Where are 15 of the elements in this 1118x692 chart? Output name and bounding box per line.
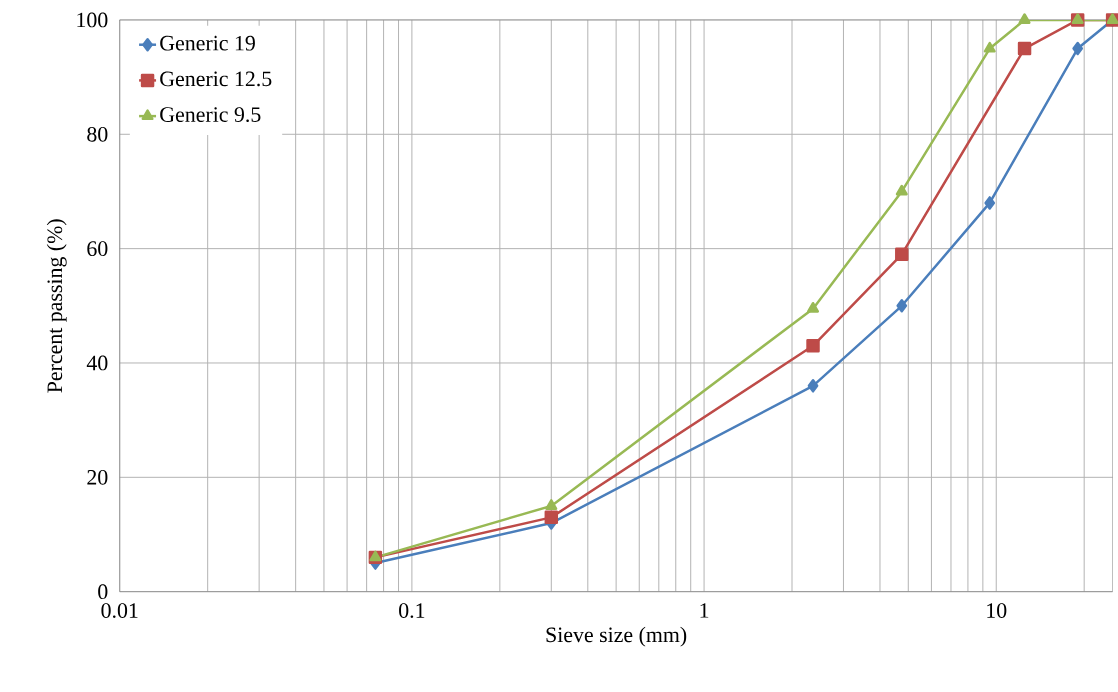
- x-tick-label: 10: [987, 602, 1007, 618]
- x-tick-label: 0.1: [399, 602, 425, 618]
- y-tick-label: 20: [87, 469, 108, 485]
- x-tick-label: 1: [700, 602, 709, 618]
- y-tick-label: 100: [77, 12, 108, 28]
- legend-label: Generic 9.5: [160, 107, 261, 122]
- y-tick-label: 40: [86, 355, 108, 371]
- x-tick-label: 0.01: [101, 602, 138, 618]
- y-tick-label: 80: [87, 126, 108, 142]
- x-axis-title: Sieve size (mm): [546, 626, 687, 647]
- y-tick-label: 0: [98, 584, 108, 599]
- legend-label: Generic 19: [160, 35, 255, 51]
- legend-label: Generic 12.5: [160, 71, 272, 87]
- y-tick-label: 60: [87, 241, 108, 256]
- y-axis-title: Percent passing (%): [46, 219, 67, 393]
